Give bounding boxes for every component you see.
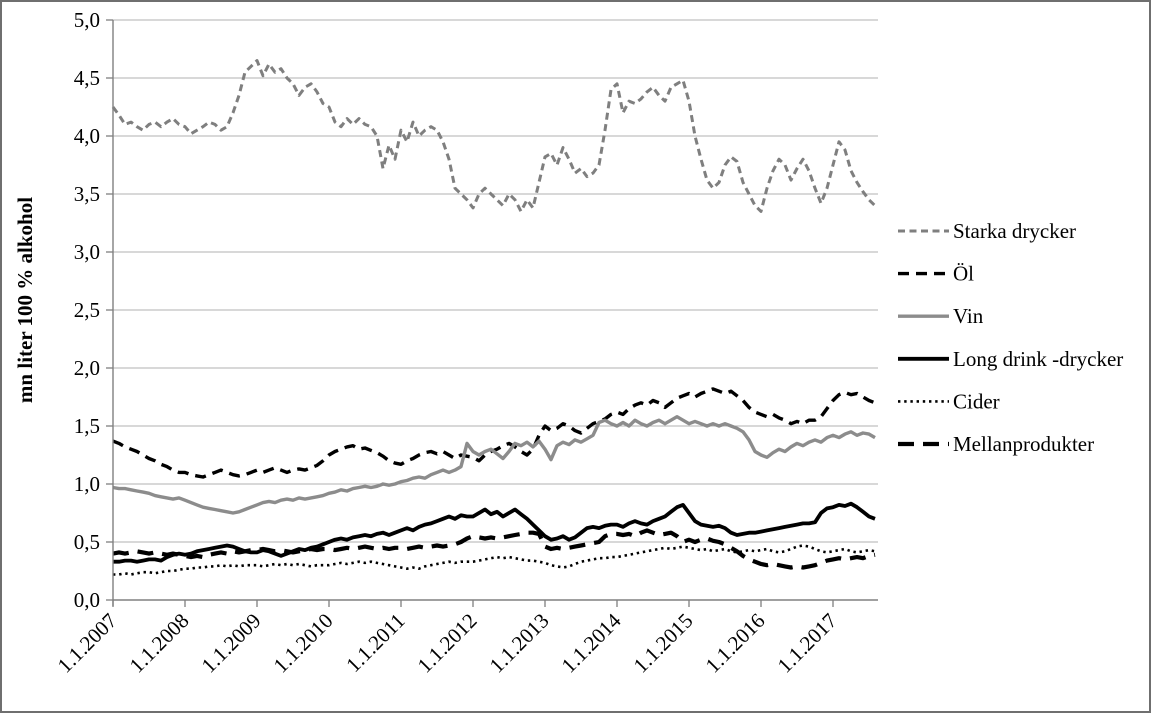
y-tick-label: 0,5 (74, 530, 100, 554)
legend-label-vin: Vin (953, 304, 984, 328)
x-tick-label: 1.1.2014 (557, 608, 626, 677)
y-tick-label: 5,0 (74, 8, 100, 32)
legend-item-mellanprodukter: Mellanprodukter (898, 432, 1094, 456)
series-line-starka-drycker (111, 59, 877, 213)
y-tick-label: 1,0 (74, 472, 100, 496)
x-tick-label: 1.1.2008 (125, 609, 194, 678)
x-tick-label: 1.1.2015 (629, 609, 698, 678)
legend-label-cider: Cider (953, 389, 1000, 413)
series-line-cider (113, 544, 876, 576)
gridlines (113, 19, 878, 543)
legend-item-ol: Öl (898, 262, 974, 286)
y-tick-labels: 0,0 0,5 1,0 1,5 2,0 2,5 3,0 3,5 4,0 4,5 5,0 (74, 8, 100, 612)
axes (106, 19, 878, 607)
x-tick-label: 1.1.2017 (773, 609, 842, 678)
x-tick-label: 1.1.2011 (341, 609, 409, 677)
legend-label-starka-drycker: Starka drycker (953, 219, 1076, 243)
x-tick-label: 1.1.2010 (269, 609, 338, 678)
legend: Starka drycker Öl Vin Long drink -drycker Ci… (898, 219, 1123, 456)
legend-label-ol: Öl (953, 262, 974, 286)
legend-item-starka-drycker: Starka drycker (898, 219, 1076, 243)
y-tick-label: 2,0 (74, 356, 100, 380)
y-tick-label: 4,5 (74, 66, 100, 90)
series-line-vin (112, 415, 876, 515)
x-tick-label: 1.1.2016 (701, 609, 770, 678)
x-tick-label: 1.1.2007 (53, 609, 122, 678)
x-tick-labels: 1.1.2007 1.1.2008 1.1.2009 1.1.2010 1.1.2011… (53, 608, 842, 677)
x-tick-label: 1.1.2012 (413, 609, 482, 678)
series-line-long-drink-drycker (113, 501, 876, 564)
y-axis-title: mn liter 100 % alkohol (13, 197, 37, 403)
y-tick-label: 1,5 (74, 414, 100, 438)
legend-label-long-drink-drycker: Long drink -drycker (953, 347, 1123, 371)
series-line-mellanprodukter (112, 528, 876, 570)
x-tick-label: 1.1.2013 (485, 609, 554, 678)
legend-label-mellanprodukter: Mellanprodukter (953, 432, 1094, 456)
legend-item-cider: Cider (898, 389, 1000, 413)
series-line-ol (112, 387, 876, 479)
y-tick-label: 3,5 (74, 182, 100, 206)
x-tick-label: 1.1.2009 (197, 609, 266, 678)
y-tick-label: 2,5 (74, 298, 100, 322)
y-tick-label: 0,0 (74, 588, 100, 612)
y-tick-label: 4,0 (74, 124, 100, 148)
series-lines (111, 59, 877, 576)
legend-item-vin: Vin (898, 304, 984, 328)
legend-item-long-drink-drycker: Long drink -drycker (898, 347, 1123, 371)
y-tick-label: 3,0 (74, 240, 100, 264)
